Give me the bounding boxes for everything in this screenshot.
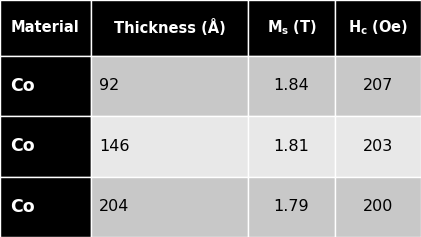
Bar [91,56,248,116]
Bar [248,177,335,237]
Bar [248,116,335,177]
Bar [335,56,421,116]
Text: 207: 207 [362,78,393,93]
Text: 1.81: 1.81 [274,139,309,154]
Bar [335,116,421,177]
Bar [335,177,421,237]
Bar [0,116,91,177]
Bar [335,0,421,56]
Text: Thickness (Å): Thickness (Å) [114,19,225,36]
Text: $\mathbf{M_s}$ $\mathbf{(T)}$: $\mathbf{M_s}$ $\mathbf{(T)}$ [266,18,317,37]
Text: 200: 200 [362,199,393,214]
Text: 146: 146 [99,139,129,154]
Text: 204: 204 [99,199,129,214]
Bar [91,0,248,56]
Text: $\mathbf{H_c}$ $\mathbf{(Oe)}$: $\mathbf{H_c}$ $\mathbf{(Oe)}$ [348,18,408,37]
Text: Co: Co [11,198,35,216]
Text: 1.79: 1.79 [274,199,309,214]
Bar [0,177,91,237]
Bar [91,177,248,237]
Text: 203: 203 [363,139,393,154]
Text: Co: Co [11,137,35,155]
Bar [0,0,91,56]
Text: 92: 92 [99,78,119,93]
Text: Co: Co [11,77,35,95]
Bar [248,0,335,56]
Text: 1.84: 1.84 [274,78,309,93]
Bar [0,56,91,116]
Bar [248,56,335,116]
Bar [91,116,248,177]
Text: Material: Material [11,20,80,35]
